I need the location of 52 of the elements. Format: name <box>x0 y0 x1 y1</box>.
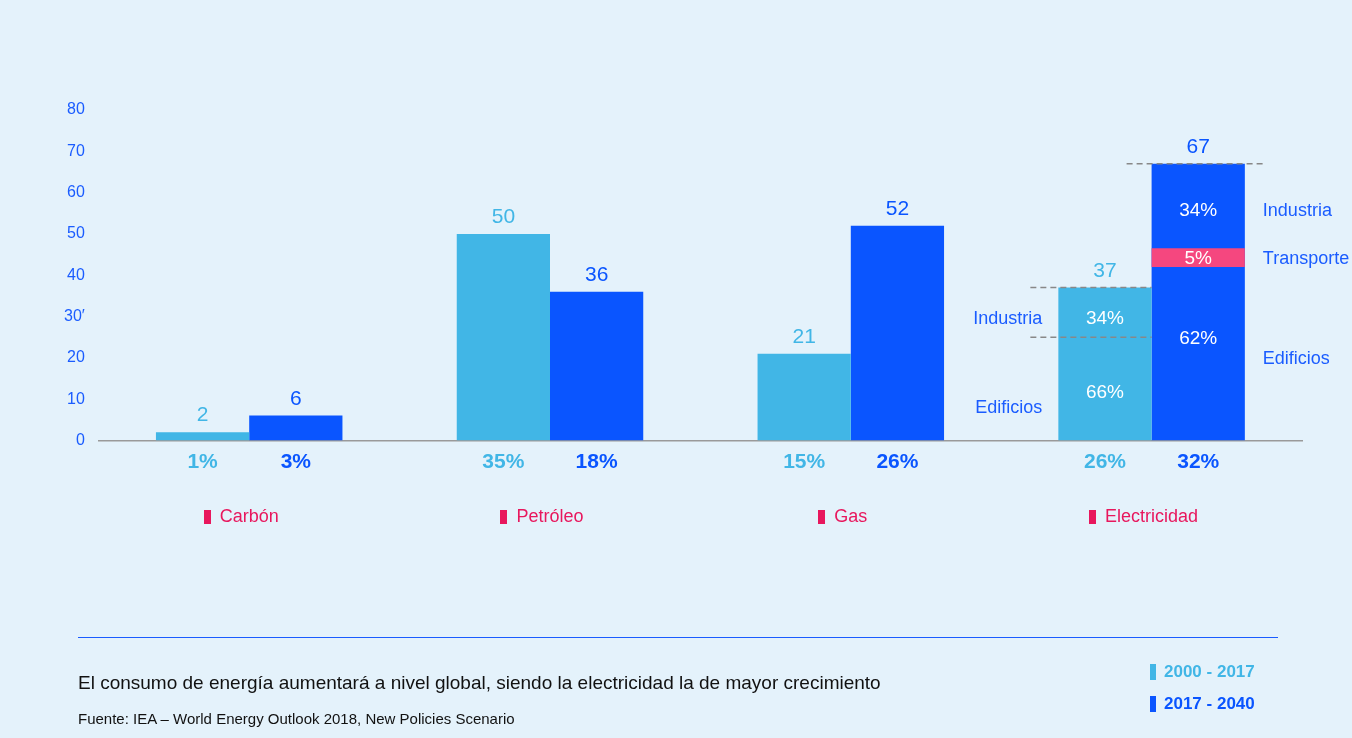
legend-label: 2000 - 2017 <box>1164 662 1255 682</box>
y-tick-label: 0 <box>75 430 85 448</box>
annotation: Transporte <box>1262 247 1350 268</box>
bar <box>550 291 644 441</box>
annotation: 34% <box>1085 306 1125 328</box>
data-label: 36 <box>584 262 609 286</box>
legend-label: 2017 - 2040 <box>1164 694 1255 714</box>
data-label: 2 <box>196 402 209 426</box>
x-tick-label: Gas <box>834 506 868 527</box>
y-tick-label: 70 <box>67 141 85 159</box>
bar <box>456 233 550 441</box>
annotation: 66% <box>1085 381 1125 403</box>
text: El consumo de energía aumentará a nivel global, siendo la electricidad la de mayor crecimiento <box>78 672 881 694</box>
text: 35% <box>482 449 525 473</box>
bar <box>1151 248 1245 267</box>
annotation: Industria <box>973 307 1044 328</box>
text: 26% <box>1083 449 1127 473</box>
data-label: 21 <box>792 323 816 347</box>
bar <box>155 432 250 441</box>
data-label: 50 <box>491 204 516 228</box>
annotation: 34% <box>1179 199 1218 221</box>
bar <box>1151 163 1245 441</box>
annotation: 5% <box>1184 246 1213 268</box>
annotation: Edificios <box>975 396 1043 417</box>
annotation: Industria <box>1262 200 1333 221</box>
data-label: 6 <box>289 385 302 409</box>
data-label: 37 <box>1093 257 1117 281</box>
source-note: Fuente: IEA – World Energy Outlook 2018, New Policies Scenario <box>78 710 515 727</box>
y-tick-label: 30′ <box>64 306 85 324</box>
x-tick-label: Carbón <box>219 506 279 527</box>
data-label: 52 <box>885 195 910 219</box>
x-tick-label: Petróleo <box>516 506 584 527</box>
x-tick-label: Electricidad <box>1105 506 1199 527</box>
bar <box>757 353 851 441</box>
y-tick-label: 80 <box>67 100 85 118</box>
annotation: Edificios <box>1262 348 1330 369</box>
y-tick-label: 10 <box>67 389 85 407</box>
text: 26% <box>876 449 919 473</box>
text: 18% <box>575 449 618 473</box>
bar <box>1058 287 1152 441</box>
y-tick-label: 60 <box>67 183 85 201</box>
y-tick-label: 40 <box>67 265 85 283</box>
bar <box>249 415 343 441</box>
y-tick-label: 20 <box>67 348 85 366</box>
text: 15% <box>783 449 826 473</box>
annotation: 62% <box>1179 327 1218 349</box>
text: 32% <box>1177 449 1220 473</box>
data-label: 67 <box>1186 133 1210 157</box>
y-tick-label: 50 <box>67 224 85 242</box>
text: 1% <box>187 449 219 473</box>
text: 3% <box>280 449 312 473</box>
bar <box>850 225 945 441</box>
